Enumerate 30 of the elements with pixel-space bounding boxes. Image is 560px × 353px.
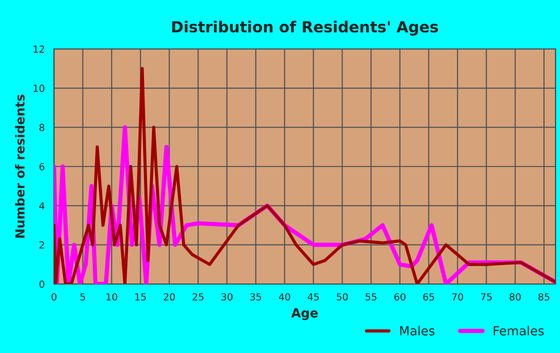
x-tick-label: 75: [480, 293, 492, 301]
y-tick-label: 8: [39, 124, 44, 132]
y-tick-label: 6: [39, 162, 44, 170]
x-tick-label: 85: [538, 293, 550, 301]
x-tick-label: 0: [52, 293, 56, 301]
y-tick-label: 0: [39, 280, 44, 288]
x-tick-label: 70: [452, 293, 464, 301]
y-axis-title: Number of residents: [14, 94, 25, 238]
x-tick-label: 35: [250, 293, 262, 301]
x-tick-label: 50: [336, 293, 348, 301]
x-tick-label: 25: [192, 293, 204, 301]
x-tick-label: 65: [423, 293, 434, 301]
y-tick-label: 4: [39, 202, 44, 210]
x-axis-title: Age: [291, 308, 318, 320]
x-tick-label: 10: [106, 293, 118, 301]
x-tick-label: 15: [135, 293, 146, 301]
x-tick-label: 45: [308, 293, 319, 301]
legend-label: Males: [400, 326, 434, 336]
x-tick-label: 60: [394, 293, 406, 301]
x-tick-label: 80: [510, 293, 521, 301]
chart-title: Distribution of Residents' Ages: [172, 20, 438, 36]
x-tick-label: 55: [366, 293, 376, 301]
x-tick-label: 5: [80, 293, 86, 301]
y-tick-label: 10: [34, 84, 44, 92]
legend-label: Females: [494, 326, 544, 336]
x-tick-label: 20: [164, 293, 175, 301]
y-tick-label: 2: [40, 241, 44, 249]
x-tick-label: 40: [278, 293, 290, 301]
y-tick-label: 12: [34, 45, 44, 53]
x-tick-label: 30: [221, 293, 232, 301]
